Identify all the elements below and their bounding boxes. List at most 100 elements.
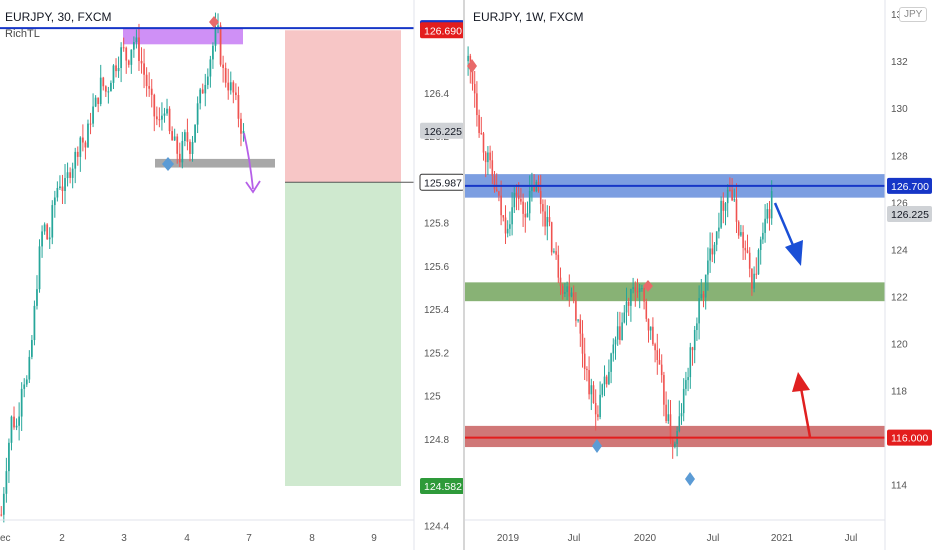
candle-body [599,394,601,418]
candle-body [533,186,535,192]
x-tick-label: 2019 [497,533,520,544]
candle-body [217,25,219,27]
x-tick-label: Jul [707,533,720,544]
candle [41,225,43,258]
pane-divider[interactable] [463,0,465,550]
candle-body [603,376,606,385]
candle-body [581,333,584,354]
candle [577,319,579,323]
price-label: 126.225 [887,206,932,223]
candle [122,37,125,52]
candle [610,352,612,384]
price-label-bg [420,22,464,39]
candle-body [28,356,31,380]
y-tick-label: 125 [424,392,441,403]
candle [53,190,56,218]
candle [559,267,562,295]
indicator-label[interactable]: RichTL [5,28,40,40]
candle-body [636,291,639,293]
candle-body [504,217,507,234]
price-label: 126.225 [420,122,464,139]
candle [520,187,522,205]
chart-pane-left[interactable]: 126.4126.2126125.8125.6125.4125.2125124.… [0,0,465,550]
candle-body [173,136,176,141]
candle-body [122,47,125,49]
candle [751,268,753,296]
candle [186,118,189,151]
candle [237,86,240,128]
candle [724,201,727,226]
candle [64,164,66,205]
candle-body [751,268,753,289]
candle-body [572,292,575,301]
candle-body [489,152,491,161]
candle [138,23,140,71]
price-label: 116.000 [887,429,932,446]
candle [79,136,82,172]
candle-body [711,248,714,255]
currency-badge[interactable]: JPY [899,7,928,22]
candle [161,102,163,131]
candle [515,184,518,211]
candle [120,42,122,83]
candle-body [76,151,79,157]
candle-body [660,364,663,376]
candle [715,231,718,252]
y-tick-label: 128 [891,151,908,162]
chart-pane-right[interactable]: 134132130128126124122120118116114126.700… [465,0,932,550]
symbol-title-left[interactable]: EURJPY, 30, FXCM [5,10,112,24]
candle [579,314,582,347]
price-label-text: 126.690 [424,25,462,37]
price-label-text: 124.582 [424,481,462,493]
candle [33,300,36,346]
candle [746,234,749,254]
low-diamond-marker [162,157,174,171]
candle-body [56,187,59,198]
candle-body [171,131,173,141]
symbol-title-right[interactable]: EURJPY, 1W, FXCM [473,10,584,24]
candle [127,59,130,68]
candle-body [729,189,731,191]
candle [204,73,207,107]
candle [720,196,722,229]
candle [168,106,171,135]
candle [647,318,650,343]
candle-body [564,292,566,294]
candle-body [632,287,634,289]
candle [117,56,120,78]
candle-body [542,204,544,212]
candle-body [23,384,26,389]
candle-body [696,323,698,330]
price-label-text: 116.000 [891,433,928,445]
candle [145,67,148,97]
y-tick-label: 120 [891,340,908,351]
candle-body [526,213,529,218]
candle-body [168,108,171,132]
candle [687,367,689,392]
chart-right[interactable]: 134132130128126124122120118116114126.700… [465,0,932,550]
candle [504,205,507,244]
candle-body [117,67,120,72]
candle-body [590,385,593,395]
candle-body [663,375,665,405]
y-tick-label: 126.4 [424,89,449,100]
candle-body [495,189,498,192]
candle-body [764,218,766,233]
candle [25,375,28,388]
candle-body [625,301,628,313]
candle-body [20,388,23,417]
candle [82,124,84,152]
candle [726,184,729,218]
candle [709,232,711,273]
candle [632,277,634,294]
x-tick-label: 4 [184,533,190,544]
candle [522,193,524,227]
candle-body [232,82,235,93]
y-tick-label: 125.6 [424,262,449,273]
chart-left[interactable]: 126.4126.2126125.8125.6125.4125.2125124.… [0,0,465,550]
candle-body [153,94,156,117]
candle-body [638,288,641,293]
candle [222,55,224,83]
candle-body [120,47,122,68]
candle [59,175,61,190]
